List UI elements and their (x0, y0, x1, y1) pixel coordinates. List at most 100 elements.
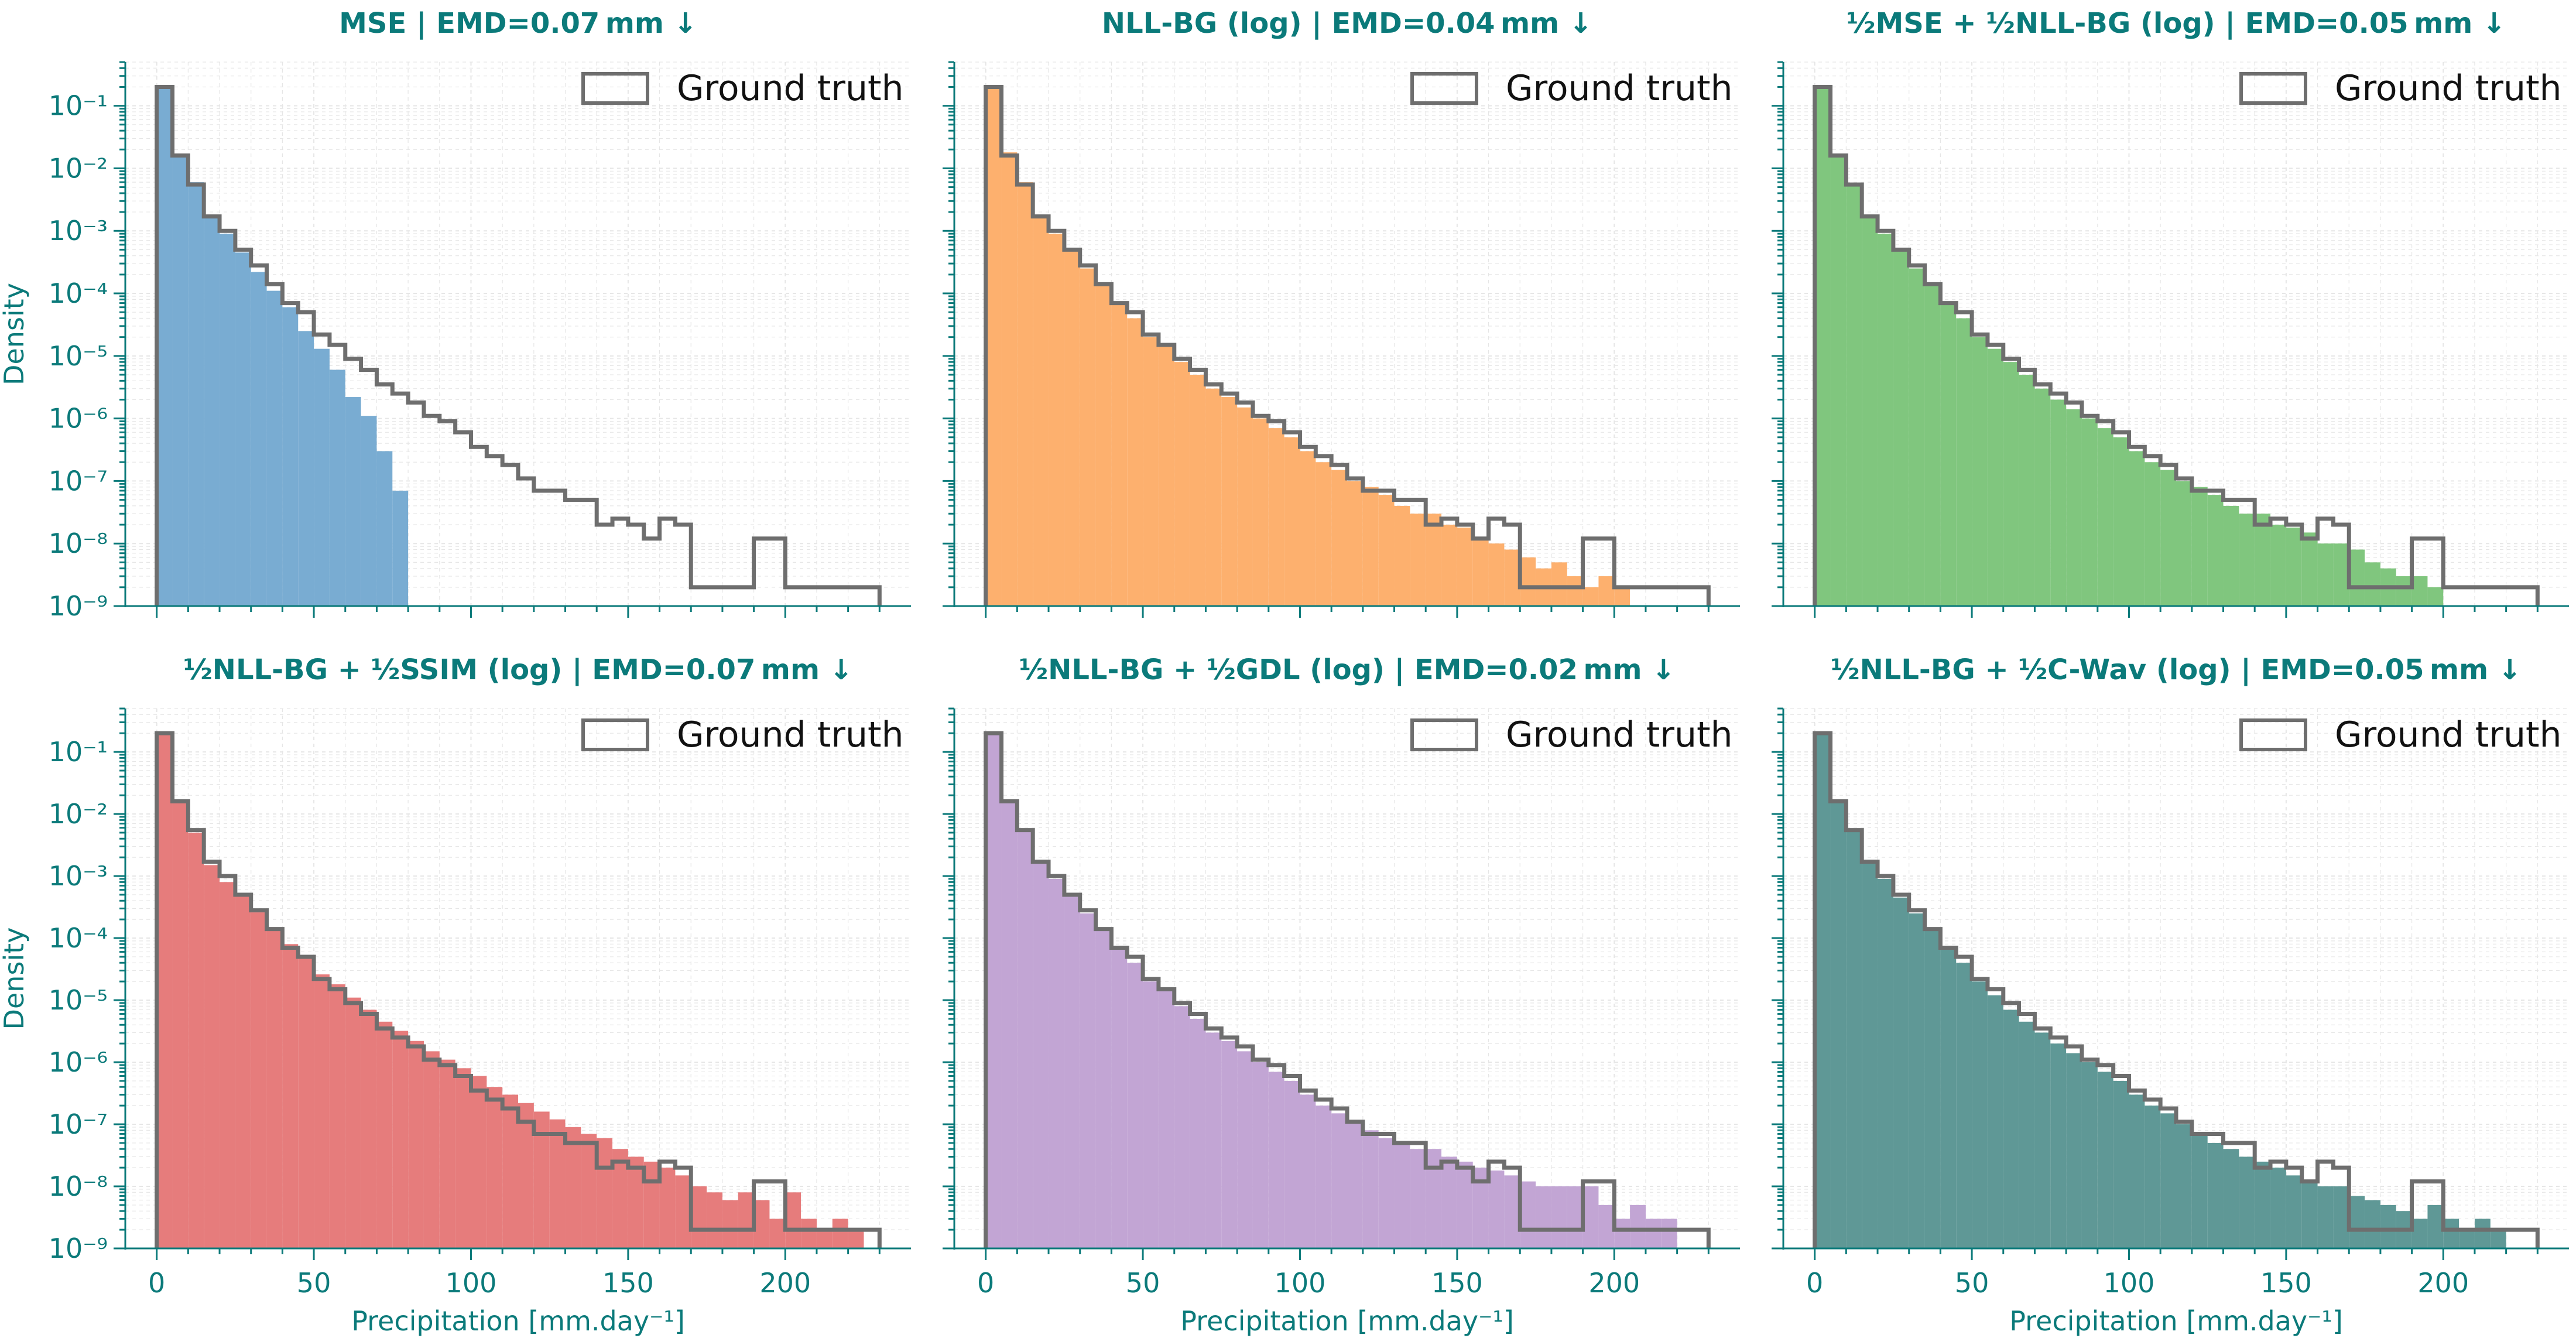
predicted-bar (1017, 830, 1033, 1248)
predicted-bar (2081, 418, 2098, 606)
predicted-bar (1488, 1170, 1505, 1248)
y-tick-label: 10⁻⁶ (49, 403, 108, 434)
legend-swatch-ground-truth (2239, 72, 2307, 105)
predicted-bar (801, 1219, 817, 1248)
predicted-bar (1830, 153, 1847, 607)
ground-truth-outline (1813, 731, 2540, 1248)
predicted-bar (471, 1076, 487, 1248)
predicted-bar (1567, 1186, 1583, 1248)
x-tick-label: 200 (2417, 1267, 2469, 1299)
predicted-bar (235, 252, 251, 606)
chart-title: ½NLL-BG + ½GDL (log) | EMD=0.02 mm ↓ (1019, 653, 1675, 686)
chart-title: ½NLL-BG + ½SSIM (log) | EMD=0.07 mm ↓ (183, 653, 853, 686)
predicted-bar (1001, 152, 1018, 606)
chart-title: ½MSE + ½NLL-BG (log) | EMD=0.05 mm ↓ (1847, 7, 2506, 40)
y-tick-label: 10⁻³ (49, 215, 108, 247)
x-tick-label: 100 (1275, 1267, 1326, 1299)
predicted-bar (1909, 268, 1925, 607)
predicted-bar (581, 1134, 597, 1248)
predicted-bar (2003, 362, 2019, 606)
predicted-bar (220, 882, 235, 1248)
y-tick-label: 10⁻⁵ (49, 340, 108, 372)
predicted-bar (1520, 1181, 1536, 1248)
predicted-bar (2066, 1053, 2082, 1248)
predicted-bar (1237, 1051, 1253, 1248)
predicted-bar (675, 1175, 691, 1248)
y-tick-label: 10⁻⁴ (49, 278, 108, 309)
predicted-bar (2365, 562, 2380, 606)
predicted-bar (816, 1230, 833, 1248)
chart-panel-0: 10⁻¹ 10⁻² 10⁻³ 10⁻⁴ 10⁻⁵ 10⁻⁶ 10⁻⁷ 10⁻⁸ 10⁻⁹ MSE … (0, 7, 911, 622)
predicted-bar (298, 956, 314, 1248)
predicted-bar (361, 416, 377, 606)
predicted-bar (502, 1094, 518, 1248)
predicted-bar (1158, 991, 1174, 1248)
predicted-bar (1190, 1018, 1206, 1248)
predicted-bar (392, 1031, 409, 1248)
predicted-bar (2066, 409, 2082, 606)
predicted-bar (408, 1041, 424, 1248)
predicted-bar (2239, 514, 2255, 606)
x-axis-label: Precipitation [mm.day⁻¹] (2009, 1305, 2343, 1337)
predicted-bar (1205, 388, 1222, 606)
predicted-bar (1127, 318, 1143, 606)
predicted-bars (1814, 87, 2444, 607)
legend-label: Ground truth (2335, 68, 2562, 109)
predicted-bar (455, 1068, 471, 1248)
predicted-bar (1972, 981, 1988, 1248)
predicted-bar (2301, 532, 2318, 606)
predicted-bar (1582, 587, 1599, 606)
y-tick-label: 10⁻⁵ (49, 984, 108, 1016)
predicted-bar (1410, 1149, 1426, 1248)
predicted-bar (1472, 538, 1489, 606)
predicted-bar (156, 87, 173, 607)
y-tick-label: 10⁻⁸ (49, 528, 108, 559)
predicted-bar (2145, 462, 2161, 606)
predicted-bar (172, 803, 189, 1248)
predicted-bar (1987, 348, 2003, 606)
chart-panel-1: NLL-BG (log) | EMD=0.04 mm ↓ Ground truth (943, 7, 1740, 618)
legend: Ground truth (581, 714, 904, 755)
y-tick-label: 10⁻² (49, 152, 108, 184)
y-tick-label: 10⁻¹ (49, 736, 108, 768)
predicted-bar (1878, 878, 1893, 1248)
predicted-bar (1300, 451, 1316, 606)
predicted-bar (1410, 514, 1426, 606)
predicted-bar (832, 1219, 848, 1248)
grid (1783, 708, 2569, 1249)
predicted-bar (1064, 894, 1080, 1248)
predicted-bar (1001, 799, 1018, 1248)
predicted-bar (1909, 913, 1925, 1248)
predicted-bar (2349, 1196, 2365, 1248)
predicted-bar (1300, 1094, 1316, 1248)
predicted-bar (707, 1192, 722, 1248)
predicted-bar (439, 1059, 455, 1248)
legend: Ground truth (2239, 714, 2562, 755)
predicted-bars (156, 733, 864, 1248)
chart-panel-4: 0 50 100 150 200 ½NLL-BG + ½GDL (log) | EMD=0… (943, 653, 1740, 1337)
predicted-bar (1862, 863, 1878, 1248)
predicted-bar (1362, 487, 1379, 606)
legend: Ground truth (1410, 714, 1733, 755)
predicted-bar (314, 974, 330, 1248)
predicted-bar (1830, 799, 1847, 1248)
predicted-bar (1614, 587, 1630, 606)
ground-truth-outline (1813, 84, 2540, 606)
predicted-bar (1426, 1149, 1442, 1248)
predicted-bar (1940, 303, 1957, 606)
predicted-bar (985, 87, 1002, 607)
predicted-bar (1017, 182, 1033, 606)
legend-label: Ground truth (677, 714, 904, 755)
predicted-bar (1252, 1062, 1269, 1248)
predicted-bar (1956, 963, 1972, 1248)
predicted-bar (204, 865, 220, 1248)
y-tick-label: 10⁻⁶ (49, 1046, 108, 1078)
x-tick-label: 150 (1431, 1267, 1483, 1299)
predicted-bar (2380, 1204, 2396, 1248)
predicted-bar (565, 1127, 581, 1248)
chart-panel-3: 10⁻¹ 10⁻² 10⁻³ 10⁻⁴ 10⁻⁵ 10⁻⁶ 10⁻⁷ 10⁻⁸ 10⁻⁹ 0 50 1… (0, 653, 911, 1337)
predicted-bar (1049, 878, 1064, 1248)
predicted-bar (1956, 318, 1972, 606)
predicted-bar (2034, 388, 2051, 606)
